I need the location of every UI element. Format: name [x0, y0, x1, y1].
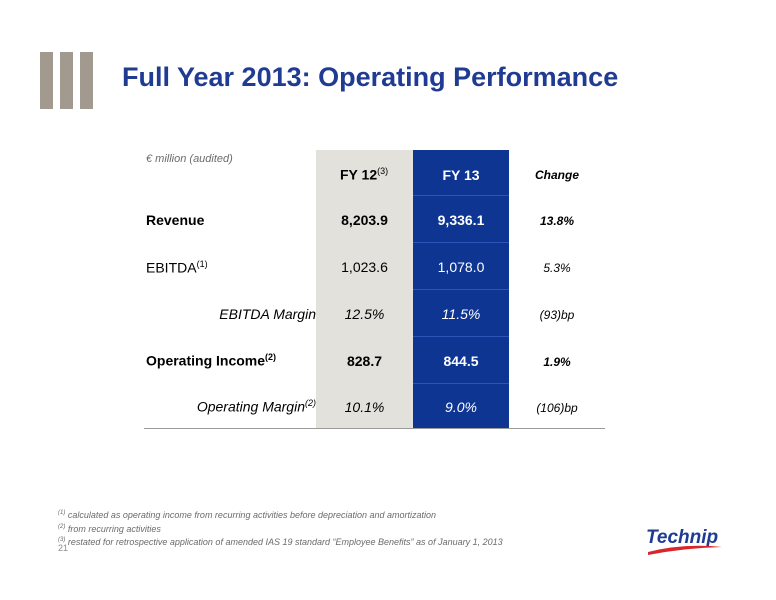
row-label-ebitda-margin: EBITDA Margin	[219, 306, 316, 322]
fy13-row-divider	[413, 336, 509, 337]
row-label-operating-margin: Operating Margin(2)	[196, 398, 316, 415]
decor-bar	[40, 52, 53, 109]
ebitda-margin-fy13: 11.5%	[441, 306, 481, 322]
table-bottom-rule	[144, 428, 605, 429]
fy12-column-bg	[316, 150, 413, 428]
footnote: (2) from recurring activities	[58, 523, 161, 534]
ebitda-fy13: 1,078.0	[437, 259, 485, 275]
unit-note: € million (audited)	[146, 153, 233, 165]
header-change: Change	[534, 168, 579, 182]
operating-margin-fy12: 10.1%	[344, 399, 385, 415]
technip-logo: Technip	[646, 527, 722, 555]
footnote: (3) restated for retrospective applicati…	[58, 537, 503, 547]
fy13-row-divider	[413, 383, 509, 384]
fy13-row-divider	[413, 195, 509, 196]
logo-wordmark: Technip	[646, 527, 718, 548]
row-label-operating-income: Operating Income(2)	[146, 352, 277, 369]
footnotes: (1) calculated as operating income from …	[58, 508, 503, 549]
decor-bar	[80, 52, 93, 109]
operating-margin-fy13: 9.0%	[445, 399, 477, 415]
header-fy12: FY 12(3)	[340, 166, 389, 183]
operating-income-fy13: 844.5	[443, 353, 479, 369]
operating-income-change: 1.9%	[543, 355, 571, 369]
ebitda-fy12: 1,023.6	[341, 259, 388, 275]
fy13-row-divider	[413, 289, 509, 290]
row-label-ebitda: EBITDA(1)	[146, 259, 208, 276]
logo-swoosh	[648, 545, 722, 555]
ebitda-margin-change: (93)bp	[539, 308, 575, 322]
ebitda-change: 5.3%	[543, 261, 571, 275]
ebitda-margin-fy12: 12.5%	[344, 306, 385, 322]
footnote: (1) calculated as operating income from …	[58, 510, 437, 520]
row-label-revenue: Revenue	[146, 212, 205, 228]
header-fy13: FY 13	[442, 167, 480, 183]
page-title: Full Year 2013: Operating Performance	[122, 62, 619, 92]
operating-margin-change: (106)bp	[536, 401, 578, 415]
revenue-change: 13.8%	[539, 214, 575, 228]
revenue-fy12: 8,203.9	[341, 212, 388, 228]
operating-income-fy12: 828.7	[346, 353, 383, 369]
decor-bar	[60, 52, 73, 109]
fy13-row-divider	[413, 242, 509, 243]
revenue-fy13: 9,336.1	[437, 212, 485, 228]
page-number: 21	[58, 543, 69, 553]
